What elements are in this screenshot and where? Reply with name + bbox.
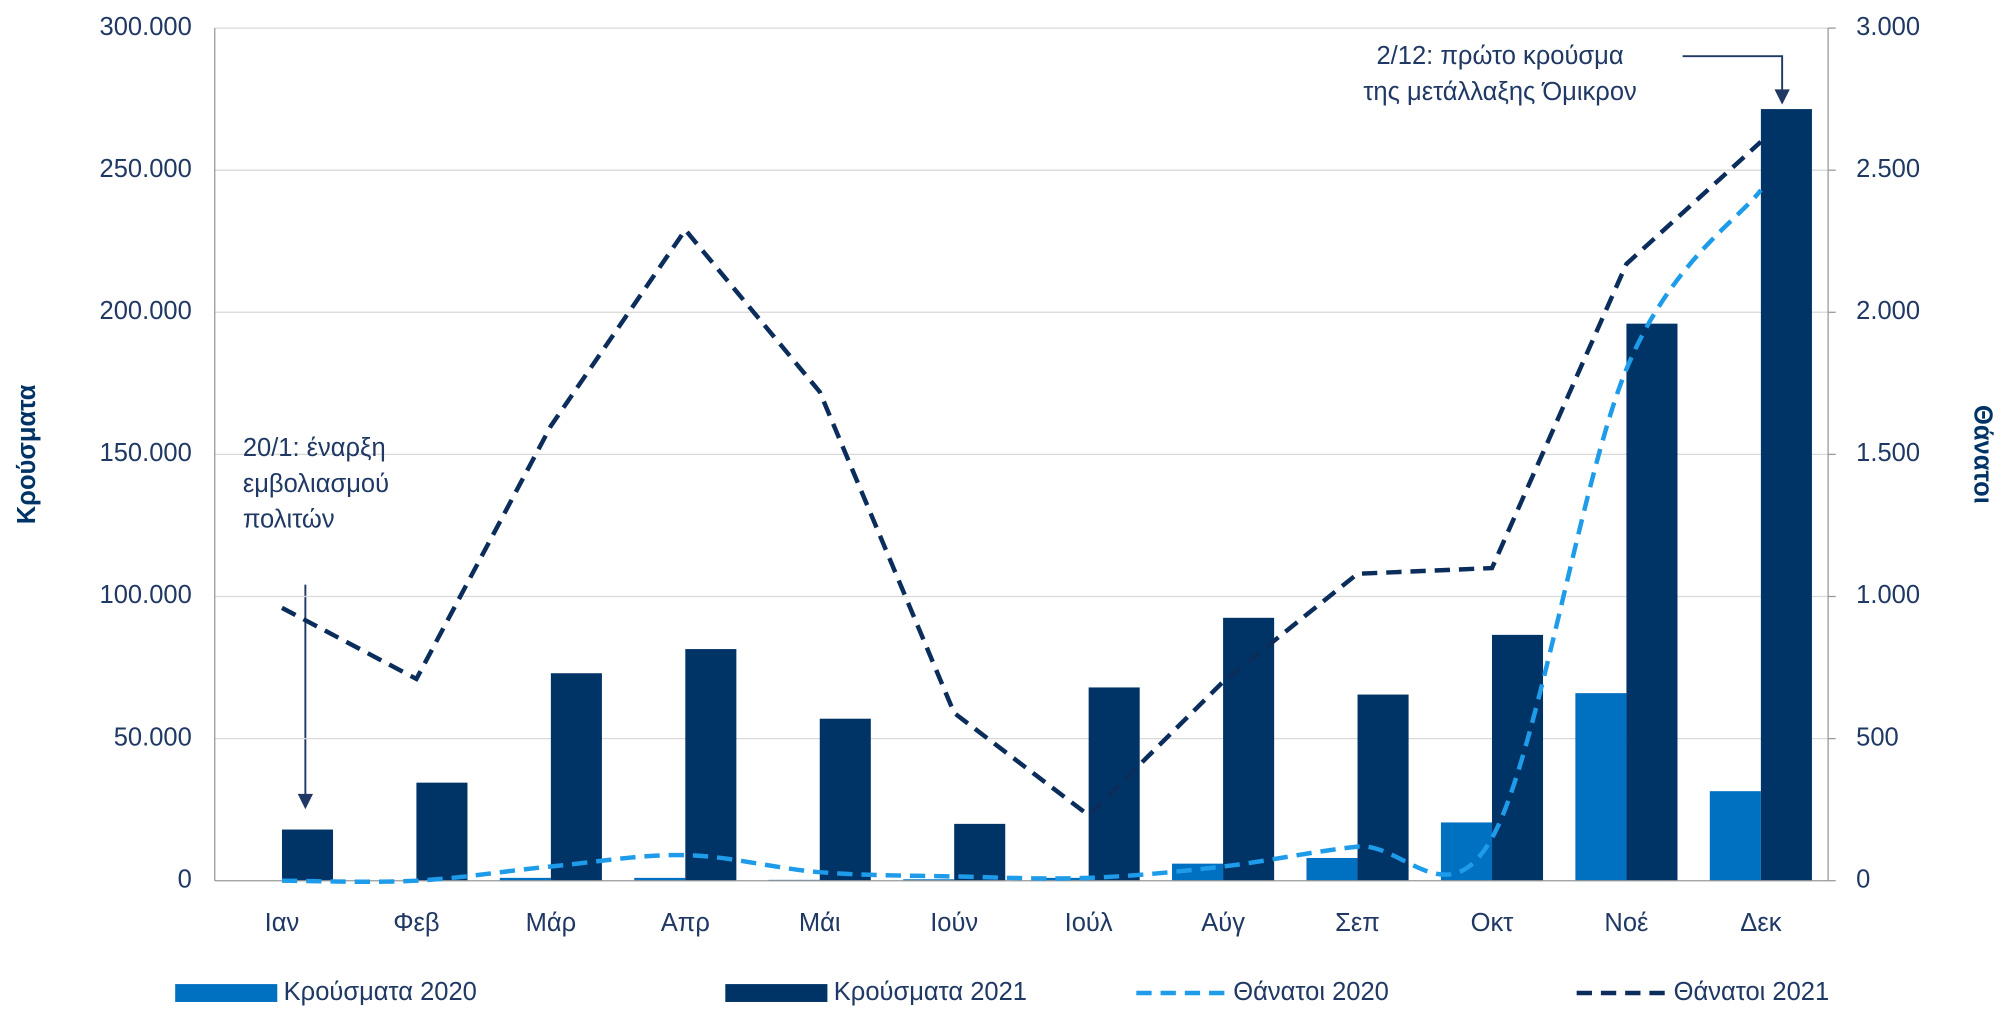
annotation: 2/12: πρώτο κρούσμα [1376, 42, 1623, 70]
bar [634, 877, 686, 881]
bar [903, 879, 955, 881]
annotation: της μετάλλαξης Όμικρον [1363, 78, 1636, 106]
line [281, 188, 1763, 884]
legend-swatch [175, 984, 278, 1002]
y-tick-label: 150.000 [100, 439, 192, 467]
x-tick-label: Ιούν [930, 909, 978, 937]
bar [1306, 857, 1358, 881]
annotation: πολιτών [243, 505, 335, 533]
legend-label: Θάνατοι 2020 [1233, 978, 1389, 1006]
x-tick-label: Δεκ [1740, 909, 1781, 937]
bar [954, 823, 1006, 881]
bar [499, 877, 551, 881]
y2-axis-label: Θάνατοι [1969, 405, 1997, 504]
y-tick-label: 250.000 [100, 155, 192, 183]
y2-tick-label: 0 [1856, 865, 1870, 893]
x-tick-label: Φεβ [393, 909, 439, 937]
line [280, 140, 1763, 819]
y-axis-label: Κρούσματα [13, 384, 41, 524]
arrow-head [1774, 89, 1790, 105]
y-tick-label: 200.000 [100, 297, 192, 325]
bar [1709, 791, 1761, 881]
y2-tick-label: 2.000 [1856, 297, 1920, 325]
x-tick-label: Απρ [661, 909, 710, 937]
bar [416, 782, 468, 881]
y2-tick-label: 2.500 [1856, 155, 1920, 183]
y-tick-label: 50.000 [114, 723, 192, 751]
legend-label: Θάνατοι 2021 [1674, 978, 1830, 1006]
bar [1626, 323, 1678, 881]
y-tick-label: 300.000 [100, 13, 192, 41]
bar [1088, 687, 1140, 881]
annotation: εμβολιασμού [243, 470, 389, 498]
y2-tick-label: 1.000 [1856, 581, 1920, 609]
bar [550, 673, 602, 881]
y-tick-label: 0 [178, 865, 192, 893]
bar [281, 829, 334, 881]
legend-label: Κρούσματα 2020 [284, 978, 477, 1006]
bar [1760, 109, 1812, 881]
legend-label: Κρούσματα 2021 [834, 978, 1027, 1006]
x-tick-label: Ιαν [265, 909, 300, 937]
x-tick-label: Οκτ [1471, 909, 1514, 937]
bar [1223, 617, 1275, 881]
y-tick-label: 100.000 [100, 581, 192, 609]
arrow-head [297, 793, 314, 810]
bar [819, 718, 871, 881]
bar [1491, 634, 1544, 881]
bar [1575, 693, 1627, 881]
x-tick-label: Σεπ [1335, 909, 1380, 937]
bar [1357, 694, 1409, 881]
x-tick-label: Νοέ [1604, 909, 1648, 937]
x-tick-label: Μάι [799, 909, 841, 937]
arrow [1682, 55, 1784, 92]
x-tick-label: Μάρ [526, 909, 577, 937]
y2-tick-label: 3.000 [1856, 13, 1920, 41]
legend-swatch [725, 984, 828, 1002]
bar [685, 649, 737, 881]
x-tick-label: Ιούλ [1065, 909, 1113, 937]
y2-tick-label: 500 [1856, 723, 1899, 751]
annotation: 20/1: έναρξη [243, 434, 386, 462]
y2-tick-label: 1.500 [1856, 439, 1920, 467]
x-tick-label: Αύγ [1201, 909, 1245, 937]
